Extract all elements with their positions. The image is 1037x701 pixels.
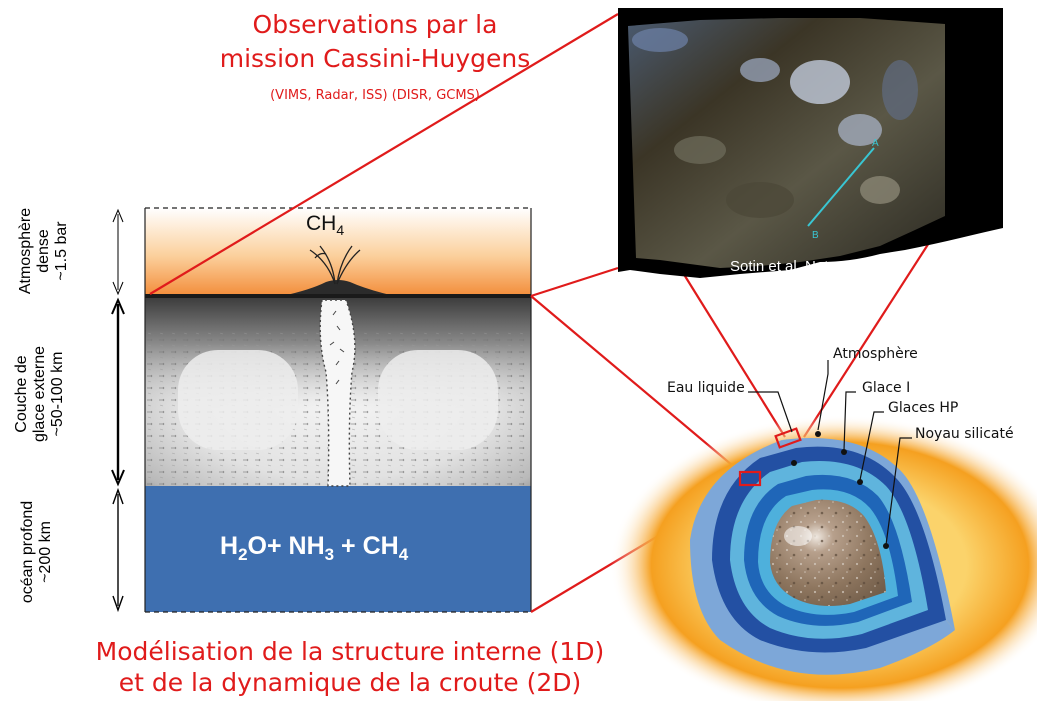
formula-subscript: 4: [398, 545, 409, 564]
profile-line: [807, 147, 875, 227]
modelling-title: Modélisation de la structure interne (1D…: [30, 636, 670, 698]
atmosphere-layer-label: Atmosphère dense ~1.5 bar: [17, 191, 71, 311]
convection-cell-left: [178, 350, 298, 450]
methane-label: CH4: [306, 212, 344, 238]
formula-part: H: [220, 532, 239, 560]
leader-lines: [748, 360, 912, 546]
photo-marker-a: A: [872, 138, 879, 149]
observations-title-line1: Observations par la: [252, 10, 498, 39]
conduit-flow-marks: [329, 310, 345, 385]
photo-credit: Sotin et al. Nature 2005: [730, 258, 888, 275]
ice-shell-label-line3: ~50-100 km: [49, 351, 66, 437]
plume-conduit: [319, 299, 356, 487]
methane-formula: CH: [306, 212, 337, 235]
methane-subscript: 4: [336, 222, 345, 239]
globe-label-ice-i: Glace I: [862, 380, 911, 396]
ocean-layer: [145, 486, 531, 612]
surface-bright-patches: [632, 28, 918, 218]
photo-marker-b: B: [812, 230, 819, 241]
column-model: [144, 207, 532, 613]
formula-part: + CH: [334, 532, 399, 560]
globe-label-atmosphere: Atmosphère: [833, 346, 918, 362]
ice-shell-layer-label: Couche de glace externe ~50-100 km: [13, 314, 71, 474]
zoom-box-surface: [774, 427, 802, 449]
atmosphere-label-line2: dense: [35, 229, 52, 273]
ocean-layer-label: océan profond ~200 km: [19, 487, 59, 617]
cryovolcano-dome: [282, 280, 395, 296]
observations-title: Observations par la mission Cassini-Huyg…: [140, 8, 610, 76]
modelling-title-line2: et de la dynamique de la croute (2D): [118, 668, 582, 697]
ocean-label-line2: ~200 km: [37, 521, 54, 583]
instrument-list: (VIMS, Radar, ISS) (DISR, GCMS): [270, 88, 480, 103]
thickness-arrows: [111, 208, 125, 613]
formula-subscript: 2: [238, 545, 248, 564]
leader-dots: [791, 431, 889, 549]
titan-globe: [610, 415, 1037, 701]
observations-title-line2: mission Cassini-Huygens: [219, 44, 531, 73]
atmosphere-label-line1: Atmosphère: [17, 207, 34, 295]
ice-shell-label-line1: Couche de: [13, 355, 30, 433]
ice-shell-label-line2: glace externe: [31, 345, 48, 443]
cassini-image: [618, 8, 1003, 278]
atmosphere-label-line3: ~1.5 bar: [53, 221, 70, 281]
ocean-composition: H2O+ NH3 + CH4: [220, 532, 408, 565]
globe-label-hp-ices: Glaces HP: [888, 400, 959, 416]
formula-part: O+ NH: [247, 532, 325, 560]
methane-outgassing-plume: [309, 245, 361, 285]
zoom-box-crust: [738, 470, 762, 487]
ocean-label-line1: océan profond: [19, 500, 36, 604]
surface-mosaic: [628, 18, 945, 268]
formula-subscript: 3: [324, 545, 335, 564]
column-outline: [145, 207, 531, 613]
globe-label-silicate-core: Noyau silicaté: [915, 426, 1014, 442]
convection-cell-right: [378, 350, 498, 450]
globe-label-liquid-water: Eau liquide: [667, 380, 745, 396]
modelling-title-line1: Modélisation de la structure interne (1D…: [95, 637, 605, 666]
